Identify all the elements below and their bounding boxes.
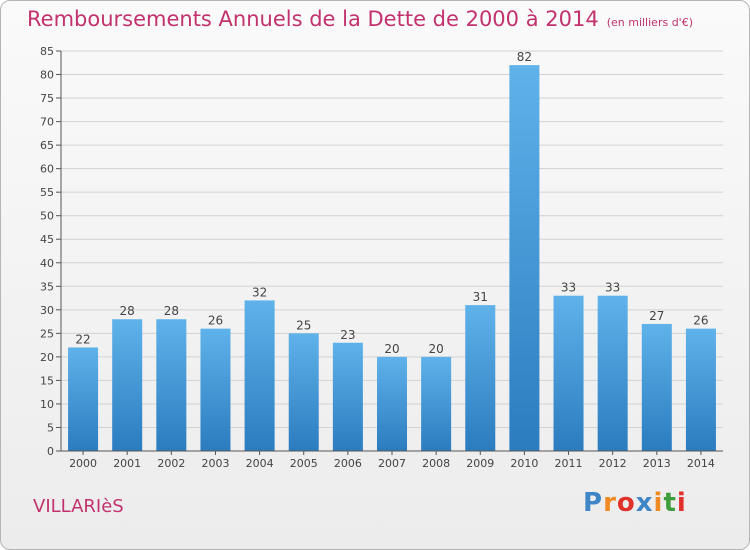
bar xyxy=(685,328,716,451)
bar xyxy=(156,319,187,451)
data-label: 28 xyxy=(164,304,179,318)
y-tick-label: 5 xyxy=(47,421,54,434)
logo-letter: P xyxy=(583,488,604,518)
y-tick-label: 0 xyxy=(47,445,54,458)
chart-title: Remboursements Annuels de la Dette de 20… xyxy=(27,7,693,31)
y-tick-label: 55 xyxy=(40,186,54,199)
bar xyxy=(553,295,584,451)
x-tick-label: 2005 xyxy=(290,457,318,470)
logo-letter: o xyxy=(616,488,636,518)
data-label: 23 xyxy=(340,328,355,342)
data-label: 82 xyxy=(517,50,532,64)
x-tick-label: 2013 xyxy=(643,457,671,470)
logo-letter: x xyxy=(635,488,654,518)
data-label: 25 xyxy=(296,318,311,332)
data-label: 26 xyxy=(693,314,708,328)
x-tick-label: 2010 xyxy=(510,457,538,470)
data-label: 20 xyxy=(428,342,443,356)
data-label: 33 xyxy=(605,281,620,295)
x-tick-label: 2003 xyxy=(201,457,229,470)
chart-title-text: Remboursements Annuels de la Dette de 20… xyxy=(27,7,599,31)
place-name: VILLARIèS xyxy=(33,496,124,517)
logo-letter: t xyxy=(663,488,677,518)
bar xyxy=(597,295,628,451)
x-tick-label: 2001 xyxy=(113,457,141,470)
data-label: 28 xyxy=(120,304,135,318)
y-tick-label: 45 xyxy=(40,233,54,246)
data-label: 31 xyxy=(473,290,488,304)
bar xyxy=(376,356,408,451)
x-tick-label: 2014 xyxy=(687,457,715,470)
y-tick-label: 85 xyxy=(40,45,54,58)
y-tick-label: 25 xyxy=(40,327,54,340)
x-tick-label: 2002 xyxy=(157,457,185,470)
bar xyxy=(112,319,143,451)
y-tick-label: 50 xyxy=(40,210,54,223)
bar xyxy=(332,342,363,451)
x-tick-label: 2009 xyxy=(466,457,494,470)
y-tick-label: 60 xyxy=(40,163,54,176)
y-tick-label: 20 xyxy=(40,351,54,364)
y-tick-label: 10 xyxy=(40,398,54,411)
x-tick-label: 2007 xyxy=(378,457,406,470)
y-tick-label: 75 xyxy=(40,92,54,105)
logo-letter: r xyxy=(603,488,617,518)
y-tick-label: 80 xyxy=(40,69,54,82)
y-tick-label: 40 xyxy=(40,257,54,270)
x-tick-label: 2000 xyxy=(69,457,97,470)
data-label: 20 xyxy=(384,342,399,356)
data-label: 26 xyxy=(208,314,223,328)
bar xyxy=(421,356,452,451)
data-label: 22 xyxy=(75,332,90,346)
bar xyxy=(641,323,672,451)
bar xyxy=(509,65,540,451)
chart-unit: (en milliers d'€) xyxy=(606,16,693,29)
x-tick-label: 2006 xyxy=(334,457,362,470)
axes: 0 5 10 15 20 25 30 35 40 45 50 55 60 65 70 75 80 85 2000 20… xyxy=(40,45,723,470)
bar xyxy=(200,328,231,451)
y-tick-label: 15 xyxy=(40,374,54,387)
x-tick-label: 2012 xyxy=(599,457,627,470)
data-label: 27 xyxy=(649,309,664,323)
y-tick-label: 70 xyxy=(40,116,54,129)
data-label: 33 xyxy=(561,281,576,295)
x-tick-label: 2011 xyxy=(555,457,583,470)
bars: 22 28 28 26 32 25 23 20 20 31 82 33 33 27 26 xyxy=(68,50,716,451)
bar xyxy=(465,305,496,451)
logo-letter: i xyxy=(676,488,687,518)
bar xyxy=(244,300,275,451)
x-tick-label: 2004 xyxy=(246,457,274,470)
logo-letter: i xyxy=(653,488,664,518)
y-tick-label: 65 xyxy=(40,139,54,152)
y-tick-label: 30 xyxy=(40,304,54,317)
proxiti-logo: Proxiti xyxy=(583,488,687,518)
x-tick-label: 2008 xyxy=(422,457,450,470)
bar xyxy=(288,333,319,451)
data-label: 32 xyxy=(252,285,267,299)
y-tick-label: 35 xyxy=(40,280,54,293)
bar xyxy=(68,347,99,451)
